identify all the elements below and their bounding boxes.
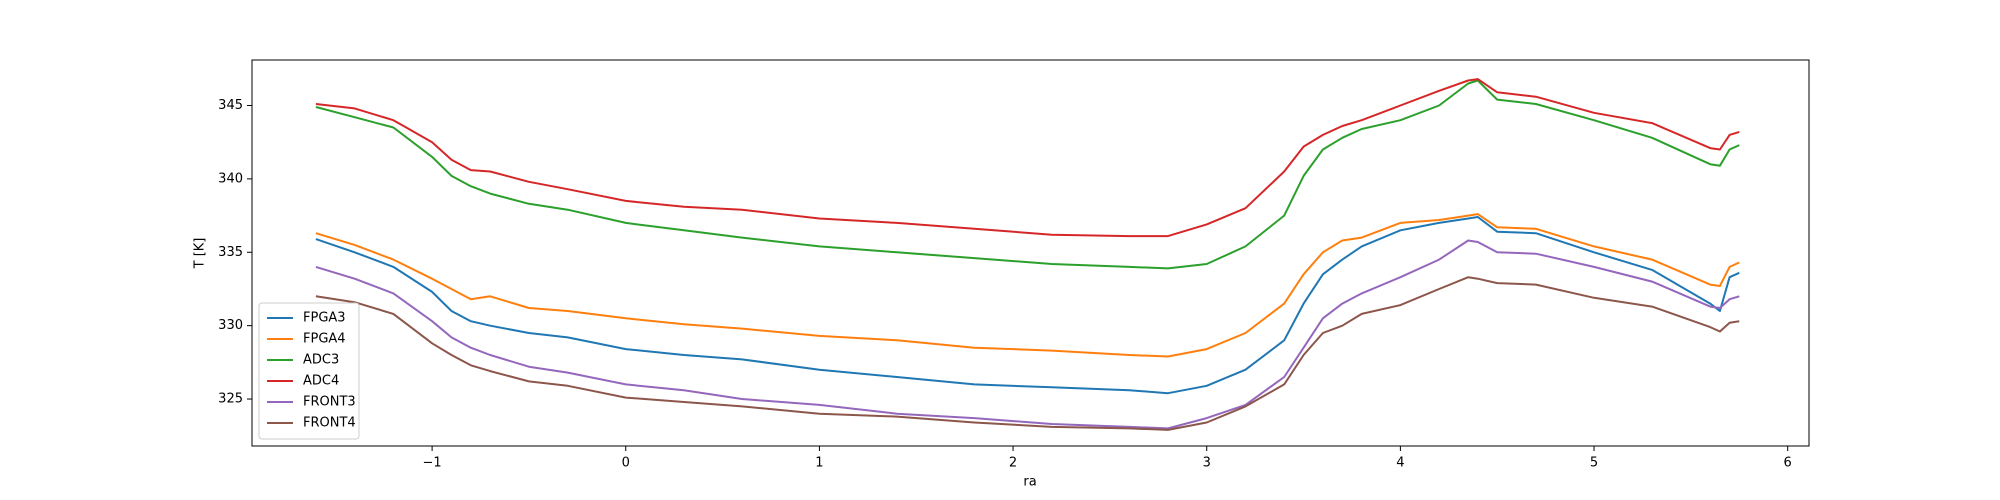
legend-label: ADC4 (303, 374, 339, 389)
x-axis-label: ra (1023, 475, 1036, 490)
series-line (315, 213, 1740, 358)
x-tick-label: 2 (1009, 456, 1017, 471)
x-tick-label: 3 (1203, 456, 1211, 471)
y-tick-label: 330 (218, 318, 243, 333)
y-tick-label: 325 (218, 392, 243, 407)
legend-label: FPGA3 (303, 311, 346, 326)
series-line (315, 78, 1740, 238)
x-tick-label: 1 (815, 456, 823, 471)
y-tick-label: 345 (218, 98, 243, 113)
legend-label: FRONT3 (303, 395, 356, 410)
legend: FPGA3 FPGA4 ADC3 ADC4 FRONT3 FRONT4 (258, 302, 360, 440)
legend-label: ADC3 (303, 353, 339, 368)
y-axis-label: T [K] (193, 238, 208, 270)
y-tick-label: 335 (218, 245, 243, 260)
x-tick-label: 6 (1784, 456, 1792, 471)
series-line (315, 79, 1740, 270)
plot-frame (251, 59, 1810, 447)
series-line (315, 276, 1740, 431)
legend-label: FPGA4 (303, 332, 346, 347)
legend-box (258, 302, 360, 440)
series-line (315, 216, 1740, 395)
x-tick-label: 5 (1590, 456, 1598, 471)
y-tick-label: 340 (218, 171, 243, 186)
x-tick-label: −1 (423, 456, 442, 471)
x-tick-label: 4 (1396, 456, 1404, 471)
legend-label: FRONT4 (303, 416, 356, 431)
series-line (315, 239, 1740, 430)
x-tick-label: 0 (622, 456, 630, 471)
